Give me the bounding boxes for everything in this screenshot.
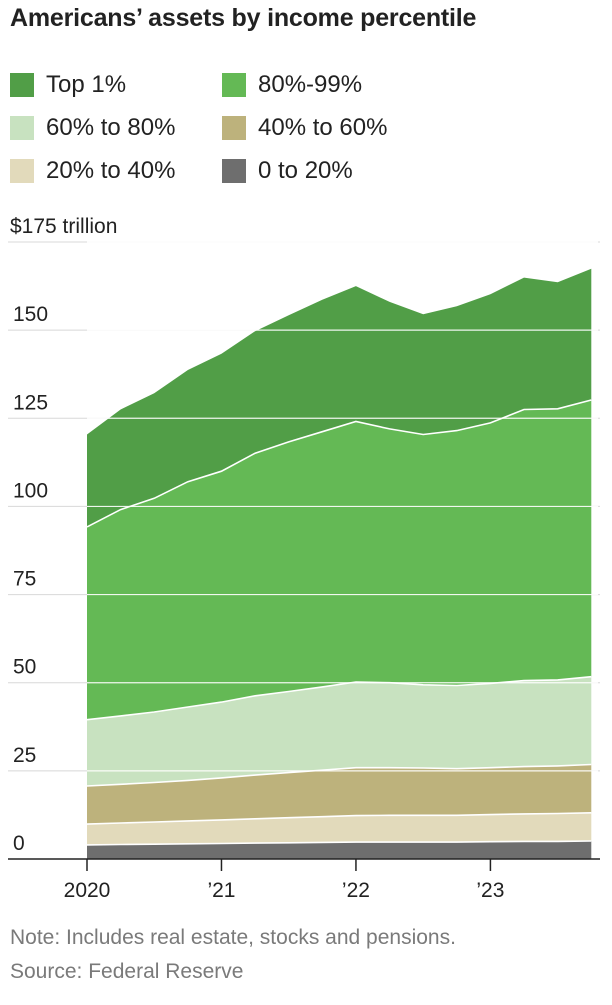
label-layer: 2020 ’21 ’22 ’23 0 25 50 75 100 125 150 $175 trilli…	[10, 215, 504, 902]
x-tick-label-2020: 2020	[64, 879, 111, 902]
line-layer	[86, 241, 598, 846]
boundary-60-to-80	[86, 675, 592, 721]
y-tick-label-50: 50	[13, 656, 36, 679]
legend-label-80-99: 80%-99%	[258, 71, 363, 98]
area-40-to-60	[87, 764, 592, 825]
legend-swatch-20-40	[10, 159, 34, 183]
legend-item-20-40: 20% to 40%	[10, 156, 175, 186]
legend-item-60-80: 60% to 80%	[10, 113, 175, 143]
boundary-0-to-20	[86, 840, 592, 846]
y-tick-label-100: 100	[13, 479, 48, 502]
legend-swatch-top-1	[10, 73, 34, 97]
legend-item-0-20: 0 to 20%	[222, 156, 353, 186]
legend-item-top-1: Top 1%	[10, 70, 126, 100]
boundary-20-to-40	[86, 812, 592, 825]
legend-label-60-80: 60% to 80%	[46, 114, 176, 141]
stacked-area-chart: 2020 ’21 ’22 ’23 0 25 50 75 100 125 150 $175 trilli…	[0, 200, 612, 905]
legend-label-top-1: Top 1%	[46, 71, 127, 98]
chart-title: Americans’ assets by income percentile	[10, 4, 477, 32]
chart-note: Note: Includes real estate, stocks and p…	[10, 926, 456, 949]
area-80-99	[87, 400, 592, 720]
chart-svg: 2020 ’21 ’22 ’23 0 25 50 75 100 125 150 $175 trilli…	[8, 215, 600, 902]
area-top-1	[87, 268, 592, 527]
y-tick-label-75: 75	[13, 568, 36, 591]
x-tick-label-2023: ’23	[476, 879, 504, 902]
legend-label-40-60: 40% to 60%	[258, 114, 388, 141]
legend-swatch-60-80	[10, 116, 34, 140]
legend-swatch-0-20	[222, 159, 246, 183]
legend-label-20-40: 20% to 40%	[46, 157, 176, 184]
legend-swatch-80-99	[222, 73, 246, 97]
y-tick-label-25: 25	[13, 744, 36, 767]
legend: Top 1% 80%-99% 60% to 80% 40% to 60% 20%…	[10, 70, 610, 188]
boundary-80-99	[86, 399, 592, 528]
y-tick-label-0: 0	[13, 832, 25, 855]
y-unit-label: $175 trillion	[10, 215, 117, 238]
legend-label-0-20: 0 to 20%	[258, 157, 353, 184]
legend-item-80-99: 80%-99%	[222, 70, 362, 100]
chart-source: Source: Federal Reserve	[10, 960, 244, 983]
legend-item-40-60: 40% to 60%	[222, 113, 387, 143]
legend-swatch-40-60	[222, 116, 246, 140]
y-tick-label-125: 125	[13, 391, 48, 414]
axis-layer	[8, 858, 600, 871]
y-tick-label-150: 150	[13, 303, 48, 326]
x-tick-label-2022: ’22	[342, 879, 370, 902]
x-tick-label-2021: ’21	[207, 879, 235, 902]
area-0-to-20	[87, 841, 592, 859]
boundary-40-to-60	[86, 763, 592, 787]
